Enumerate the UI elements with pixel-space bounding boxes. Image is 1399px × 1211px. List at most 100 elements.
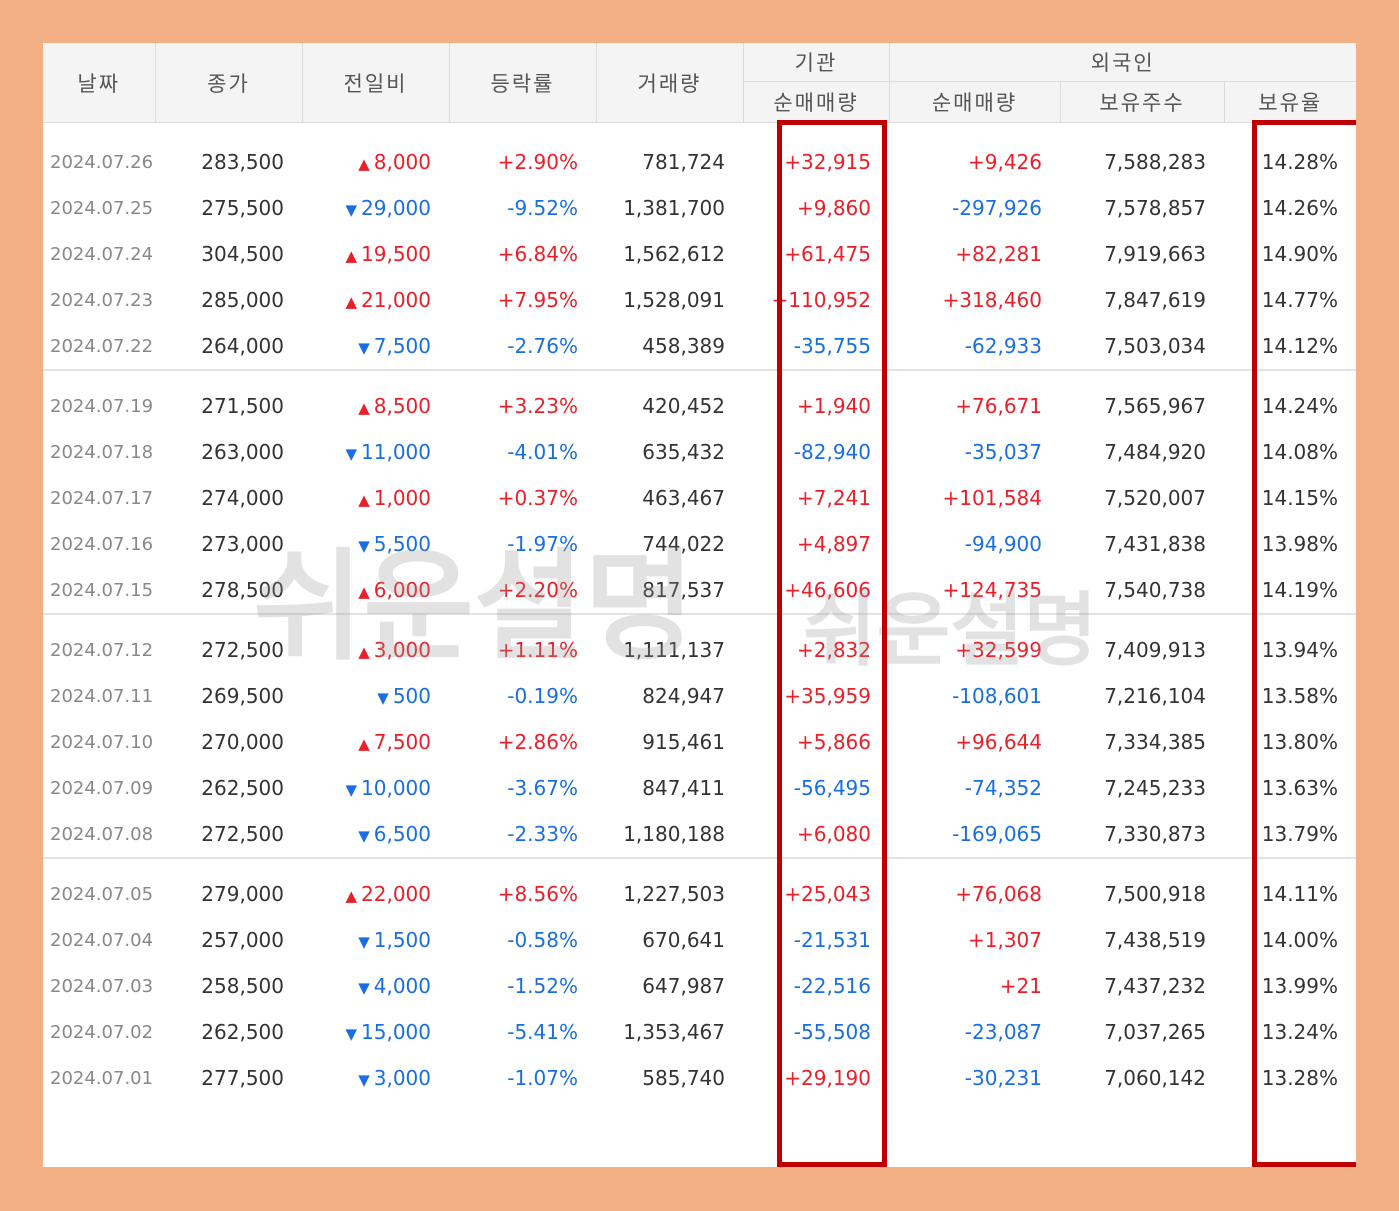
cell-change: ▼ 3,000 (302, 1055, 449, 1101)
cell-foreign-ratio: 14.24% (1261, 394, 1339, 418)
cell-change: ▲ 1,000 (302, 475, 449, 521)
cell-foreign-holdings: 7,919,663 (1104, 242, 1206, 266)
down-arrow-icon: ▼ (358, 1071, 370, 1089)
cell-close: 274,000 (201, 486, 284, 510)
cell-foreign-net: -30,231 (964, 1066, 1042, 1090)
cell-close: 258,500 (201, 974, 284, 998)
cell-foreign-holdings: 7,503,034 (1104, 334, 1206, 358)
cell-foreign-ratio: 14.15% (1261, 486, 1339, 510)
cell-foreign-ratio: 14.00% (1261, 928, 1339, 952)
up-arrow-icon: ▲ (358, 491, 370, 509)
cell-foreign-holdings: 7,060,142 (1104, 1066, 1206, 1090)
cell-volume: 670,641 (642, 928, 725, 952)
table-row: 2024.07.24 304,500 ▲ 19,500 +6.84% 1,562,612 +… (43, 231, 1356, 277)
cell-foreign-net: +9,426 (967, 150, 1042, 174)
cell-change: ▲ 7,500 (302, 719, 449, 765)
cell-institution-net: +5,866 (796, 730, 871, 754)
cell-rate: -3.67% (507, 776, 578, 800)
cell-volume: 915,461 (642, 730, 725, 754)
cell-close: 262,500 (201, 776, 284, 800)
cell-rate: +7.95% (497, 288, 578, 312)
cell-institution-net: +9,860 (796, 196, 871, 220)
table-row: 2024.07.03 258,500 ▼ 4,000 -1.52% 647,987 -22,… (43, 963, 1356, 1009)
up-arrow-icon: ▲ (345, 293, 358, 311)
group-spacer (43, 615, 1356, 627)
down-arrow-icon: ▼ (345, 445, 358, 463)
cell-change: ▼ 5,500 (302, 521, 449, 567)
cell-date: 2024.07.12 (50, 639, 154, 661)
change-value: 3,000 (373, 638, 431, 662)
cell-foreign-net: +32,599 (955, 638, 1042, 662)
cell-change: ▲ 8,500 (302, 383, 449, 429)
cell-rate: -2.76% (507, 334, 578, 358)
cell-institution-net: +46,606 (784, 578, 871, 602)
cell-date: 2024.07.08 (50, 823, 154, 845)
header-foreign-group: 외국인 (889, 43, 1356, 82)
cell-volume: 781,724 (642, 150, 725, 174)
table-row: 2024.07.23 285,000 ▲ 21,000 +7.95% 1,528,091 +… (43, 277, 1356, 323)
cell-institution-net: +1,940 (796, 394, 871, 418)
cell-volume: 817,537 (642, 578, 725, 602)
table-row: 2024.07.12 272,500 ▲ 3,000 +1.11% 1,111,137 +2… (43, 627, 1356, 673)
cell-institution-net: +4,897 (796, 532, 871, 556)
cell-foreign-net: +124,735 (942, 578, 1042, 602)
down-arrow-icon: ▼ (345, 781, 358, 799)
cell-foreign-net: +96,644 (955, 730, 1042, 754)
down-arrow-icon: ▼ (358, 979, 370, 997)
cell-foreign-ratio: 13.99% (1261, 974, 1339, 998)
cell-change: ▼ 29,000 (302, 185, 449, 231)
cell-date: 2024.07.23 (50, 289, 154, 311)
change-value: 6,000 (373, 578, 431, 602)
cell-rate: -0.19% (507, 684, 578, 708)
cell-institution-net: -55,508 (793, 1020, 871, 1044)
cell-foreign-ratio: 13.28% (1261, 1066, 1339, 1090)
cell-date: 2024.07.05 (50, 883, 154, 905)
cell-volume: 647,987 (642, 974, 725, 998)
cell-change: ▲ 21,000 (302, 277, 449, 323)
cell-close: 257,000 (201, 928, 284, 952)
cell-foreign-net: -62,933 (964, 334, 1042, 358)
cell-date: 2024.07.25 (50, 197, 154, 219)
cell-institution-net: +110,952 (771, 288, 871, 312)
cell-close: 304,500 (201, 242, 284, 266)
cell-rate: +2.20% (497, 578, 578, 602)
up-arrow-icon: ▲ (358, 643, 370, 661)
cell-volume: 458,389 (642, 334, 725, 358)
cell-change: ▼ 4,000 (302, 963, 449, 1009)
cell-foreign-ratio: 13.58% (1261, 684, 1339, 708)
cell-close: 277,500 (201, 1066, 284, 1090)
table-row: 2024.07.10 270,000 ▲ 7,500 +2.86% 915,461 +5,8… (43, 719, 1356, 765)
cell-institution-net: +61,475 (784, 242, 871, 266)
cell-institution-net: -56,495 (793, 776, 871, 800)
change-value: 8,000 (373, 150, 431, 174)
group-spacer (43, 859, 1356, 871)
cell-foreign-ratio: 13.24% (1261, 1020, 1339, 1044)
header-volume: 거래량 (596, 43, 744, 123)
cell-foreign-ratio: 13.79% (1261, 822, 1339, 846)
cell-foreign-ratio: 13.94% (1261, 638, 1339, 662)
cell-institution-net: -22,516 (793, 974, 871, 998)
cell-close: 269,500 (201, 684, 284, 708)
change-value: 29,000 (361, 196, 431, 220)
cell-institution-net: +32,915 (784, 150, 871, 174)
cell-close: 272,500 (201, 638, 284, 662)
cell-date: 2024.07.11 (50, 685, 154, 707)
cell-rate: -2.33% (507, 822, 578, 846)
table-row: 2024.07.05 279,000 ▲ 22,000 +8.56% 1,227,503 +… (43, 871, 1356, 917)
header-date: 날짜 (43, 43, 156, 123)
cell-volume: 1,528,091 (623, 288, 725, 312)
cell-foreign-holdings: 7,500,918 (1104, 882, 1206, 906)
cell-foreign-ratio: 14.77% (1261, 288, 1339, 312)
cell-institution-net: -21,531 (793, 928, 871, 952)
cell-institution-net: +7,241 (796, 486, 871, 510)
cell-foreign-holdings: 7,431,838 (1104, 532, 1206, 556)
cell-foreign-net: +318,460 (942, 288, 1042, 312)
change-value: 11,000 (361, 440, 431, 464)
cell-change: ▲ 22,000 (302, 871, 449, 917)
table-row: 2024.07.04 257,000 ▼ 1,500 -0.58% 670,641 -21,… (43, 917, 1356, 963)
cell-volume: 1,562,612 (623, 242, 725, 266)
cell-volume: 635,432 (642, 440, 725, 464)
header-close: 종가 (155, 43, 303, 123)
cell-date: 2024.07.19 (50, 395, 154, 417)
cell-foreign-holdings: 7,334,385 (1104, 730, 1206, 754)
